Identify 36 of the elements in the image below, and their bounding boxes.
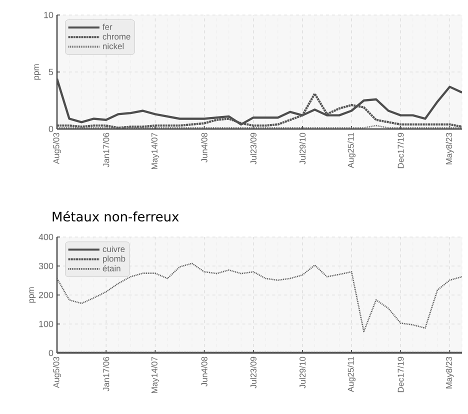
x-tick-label: Jan17/06 [102,356,110,392]
x-tick-label: May8/23 [446,132,454,164]
y-tick-label: 0 [48,126,54,132]
x-tick-label: Jul23/09 [250,132,256,164]
x-tick-label: Aug5/03 [53,356,61,388]
x-tick-label: Dec17/19 [398,132,404,168]
x-tick-label: Jul29/10 [299,132,306,164]
x-tick-label: Jan17/06 [102,132,110,168]
x-tick-label: May14/07 [151,356,160,394]
legend-label: fer [102,24,112,30]
y-tick-label: 200 [38,292,54,298]
y-tick-label: 5 [48,68,54,76]
x-tick-label: Jun4/08 [201,356,208,387]
x-tick-label: Jun4/08 [201,132,208,163]
x-tick-label: Dec17/19 [398,356,404,392]
x-tick-label: May14/07 [151,132,160,170]
x-tick-label: Aug25/11 [348,132,356,168]
y-axis-title: ppm [29,287,36,303]
y-axis-title: ppm [34,64,41,80]
legend-label: cuivre [102,246,125,252]
x-tick-label: May8/23 [446,356,454,388]
y-tick-label: 0 [48,350,54,356]
x-tick-label: Jul29/10 [299,356,306,388]
legend-label: plomb [103,255,126,264]
x-tick-label: Aug25/11 [348,356,356,392]
y-tick-label: 10 [44,12,54,18]
legend-label: nickel [103,42,124,50]
line-series [57,262,462,332]
x-tick-label: Jul23/09 [250,356,256,388]
y-tick-label: 400 [38,234,54,240]
legend-label: étain [102,265,120,272]
legend-label: chrome [102,33,130,40]
y-tick-label: 100 [39,320,54,328]
y-tick-label: 300 [38,262,54,270]
x-tick-label: Aug5/03 [53,132,61,164]
chart-title: Métaux non-ferreux [52,210,179,222]
